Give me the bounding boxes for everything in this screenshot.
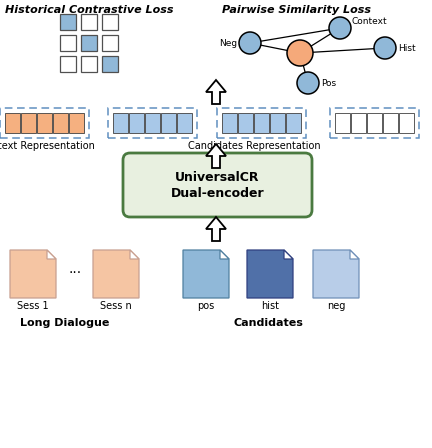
Bar <box>367 113 382 133</box>
Bar <box>102 56 118 72</box>
Text: Sess n: Sess n <box>100 301 132 311</box>
Text: Dual-encoder: Dual-encoder <box>171 186 264 199</box>
Circle shape <box>329 17 351 39</box>
FancyBboxPatch shape <box>330 108 419 138</box>
Bar <box>335 113 350 133</box>
Bar <box>351 113 366 133</box>
Bar <box>81 56 97 72</box>
Text: pos: pos <box>197 301 215 311</box>
Bar <box>60 35 76 51</box>
Text: neg: neg <box>327 301 345 311</box>
Bar <box>102 14 118 30</box>
Bar <box>238 113 253 133</box>
Polygon shape <box>206 144 226 168</box>
Bar <box>254 113 269 133</box>
Bar <box>113 113 128 133</box>
Polygon shape <box>183 250 229 298</box>
Bar <box>270 113 285 133</box>
FancyBboxPatch shape <box>123 153 312 217</box>
Text: hist: hist <box>261 301 279 311</box>
Bar <box>60 14 76 30</box>
Bar <box>81 35 97 51</box>
Text: Neg: Neg <box>219 39 237 47</box>
Polygon shape <box>313 250 359 298</box>
Circle shape <box>374 37 396 59</box>
Text: Context Representation: Context Representation <box>0 141 95 151</box>
Polygon shape <box>284 250 293 259</box>
Text: Candidates: Candidates <box>233 318 303 328</box>
Polygon shape <box>220 250 229 259</box>
Text: Hist: Hist <box>398 43 416 52</box>
Bar <box>37 113 52 133</box>
Polygon shape <box>206 217 226 241</box>
Polygon shape <box>247 250 293 298</box>
Polygon shape <box>10 250 56 298</box>
Bar <box>129 113 144 133</box>
Bar <box>399 113 414 133</box>
Text: Historical Contrastive Loss: Historical Contrastive Loss <box>5 5 174 15</box>
Bar <box>222 113 237 133</box>
Bar <box>5 113 20 133</box>
Text: Pos: Pos <box>321 78 336 87</box>
Text: UniversalCR: UniversalCR <box>175 171 260 184</box>
Bar <box>145 113 160 133</box>
Text: Pairwise Similarity Loss: Pairwise Similarity Loss <box>222 5 371 15</box>
Text: Sess 1: Sess 1 <box>17 301 49 311</box>
Bar <box>53 113 68 133</box>
Bar <box>161 113 176 133</box>
Text: Long Dialogue: Long Dialogue <box>20 318 110 328</box>
Bar <box>286 113 301 133</box>
Polygon shape <box>206 80 226 104</box>
FancyBboxPatch shape <box>217 108 306 138</box>
Polygon shape <box>350 250 359 259</box>
Polygon shape <box>130 250 139 259</box>
FancyBboxPatch shape <box>108 108 197 138</box>
Polygon shape <box>47 250 56 259</box>
Bar <box>21 113 36 133</box>
Circle shape <box>239 32 261 54</box>
Bar <box>81 14 97 30</box>
Text: ...: ... <box>68 262 82 276</box>
Bar <box>383 113 398 133</box>
FancyBboxPatch shape <box>0 108 89 138</box>
Polygon shape <box>93 250 139 298</box>
Bar <box>60 56 76 72</box>
Bar <box>69 113 84 133</box>
Bar <box>102 35 118 51</box>
Circle shape <box>297 72 319 94</box>
Text: Context: Context <box>352 17 388 26</box>
Text: Candidates Representation: Candidates Representation <box>187 141 320 151</box>
Circle shape <box>287 40 313 66</box>
Bar <box>177 113 192 133</box>
